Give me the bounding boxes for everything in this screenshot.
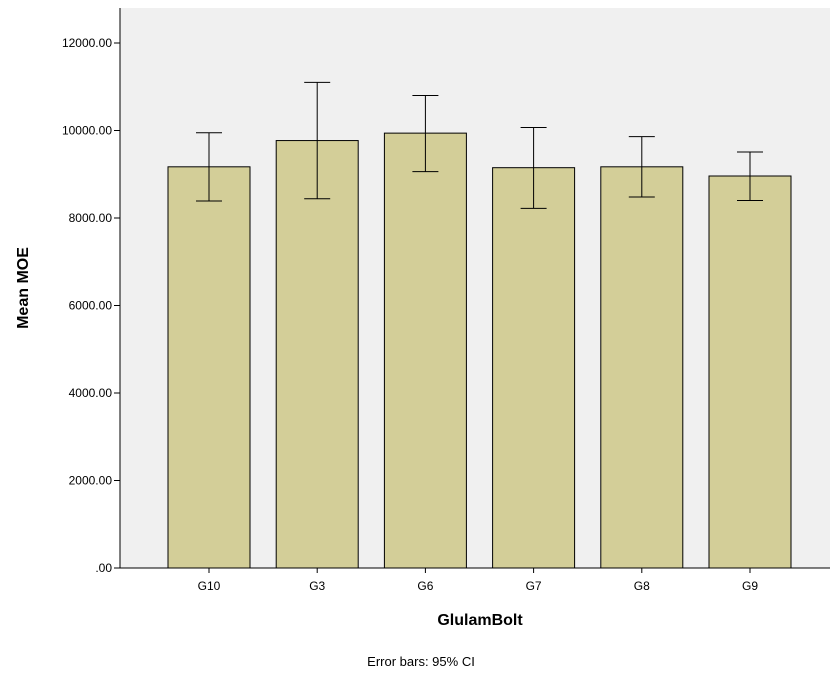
y-tick-label: 4000.00 xyxy=(69,386,113,400)
x-tick-label: G9 xyxy=(742,579,758,593)
bar xyxy=(600,166,684,569)
y-tick-label: 2000.00 xyxy=(69,474,113,488)
y-axis-title: Mean MOE xyxy=(15,247,32,329)
y-tick-label: 8000.00 xyxy=(69,211,113,225)
x-axis-ticks: G10 G3 G6 G7 G8 G9 xyxy=(198,568,758,593)
error-bars-note: Error bars: 95% CI xyxy=(367,654,475,669)
bar xyxy=(708,175,792,569)
x-axis-title: GlulamBolt xyxy=(437,612,523,629)
x-tick-label: G3 xyxy=(309,579,325,593)
bar xyxy=(492,167,576,569)
bar xyxy=(383,132,467,569)
y-tick-label: 12000.00 xyxy=(62,36,112,50)
x-tick-label: G6 xyxy=(417,579,433,593)
y-tick-label: 10000.00 xyxy=(62,124,112,138)
x-tick-label: G7 xyxy=(526,579,542,593)
bars-group xyxy=(167,132,792,569)
x-tick-label: G10 xyxy=(198,579,221,593)
error-bars-group xyxy=(196,81,763,209)
y-axis-ticks: .00 2000.00 4000.00 6000.00 8000.00 10000.00 1… xyxy=(62,36,120,575)
bar xyxy=(275,140,359,569)
y-tick-label: .00 xyxy=(95,561,112,575)
bar xyxy=(167,166,251,569)
x-tick-label: G8 xyxy=(634,579,650,593)
y-tick-label: 6000.00 xyxy=(69,299,113,313)
